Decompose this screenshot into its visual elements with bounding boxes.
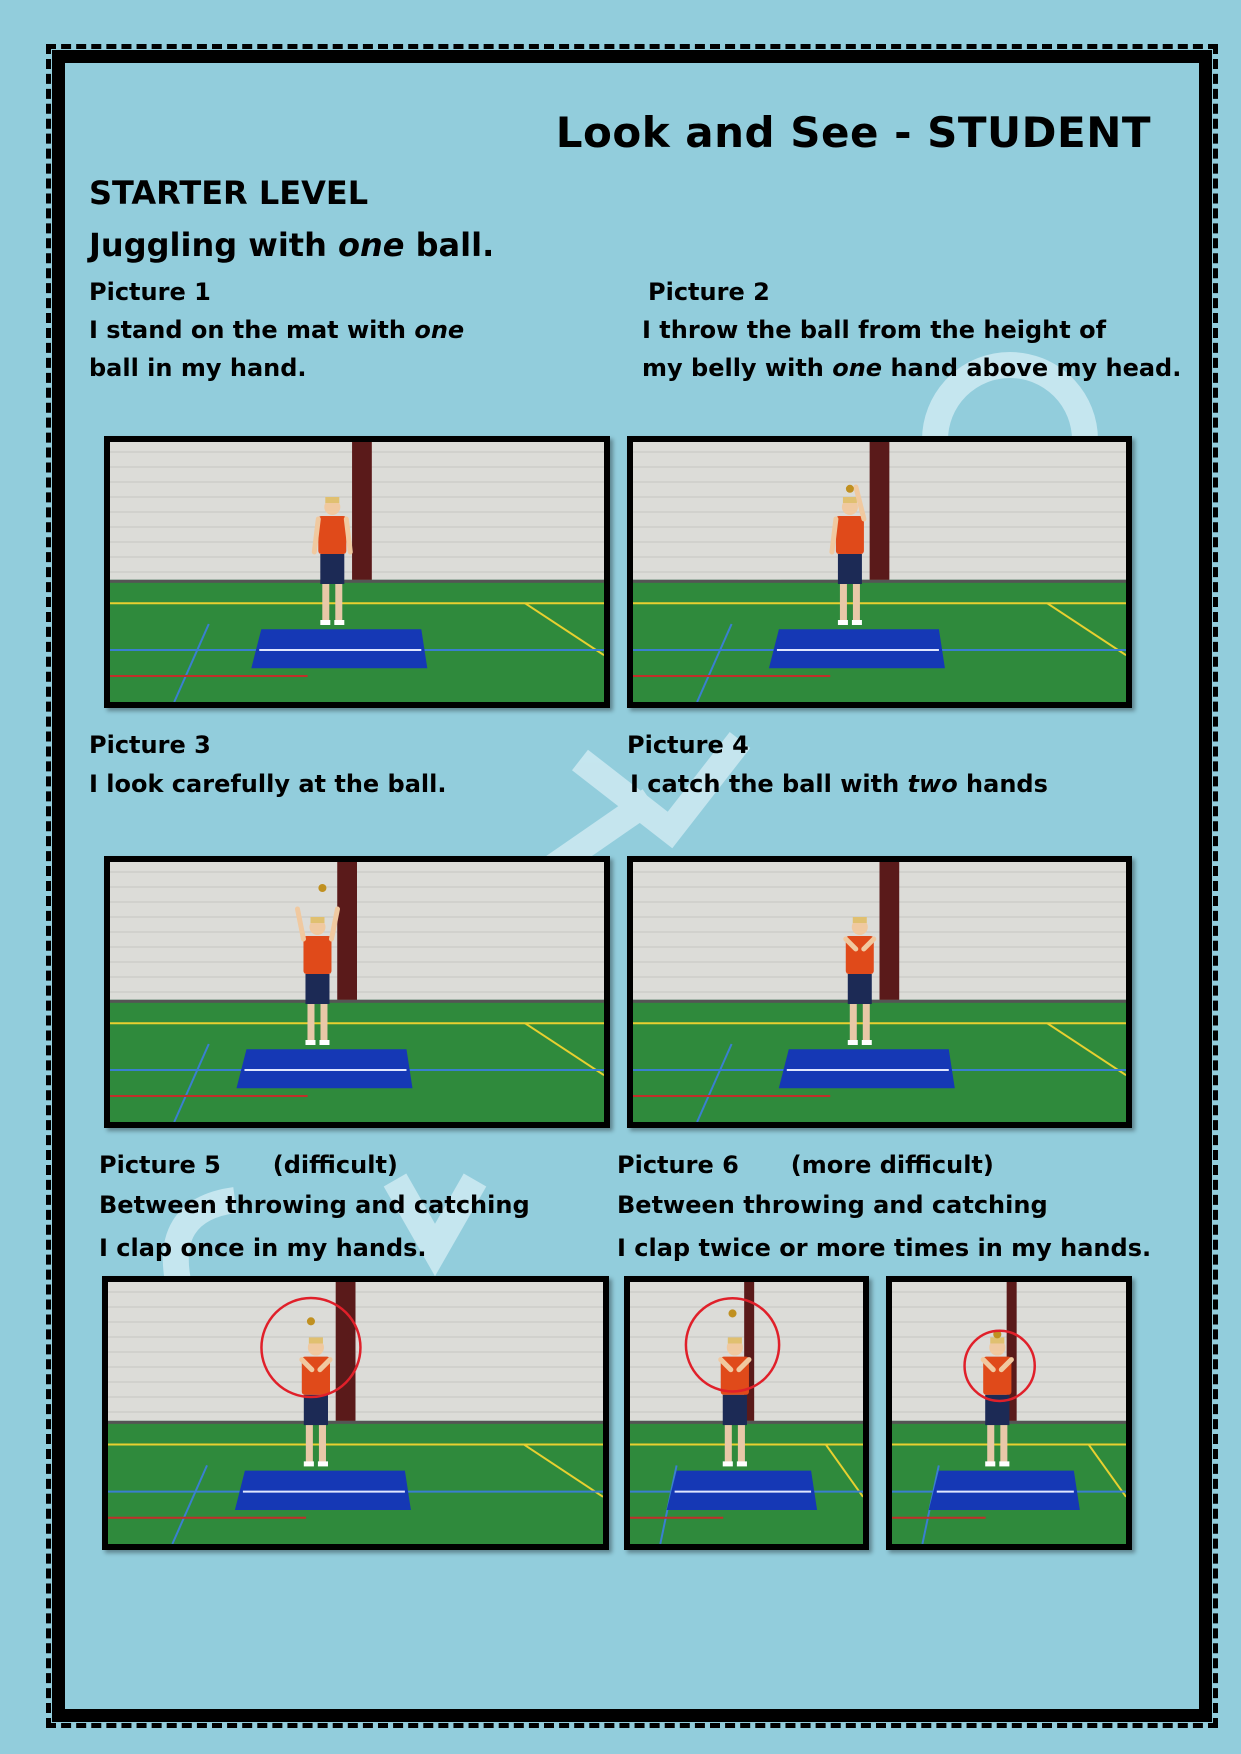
wall-pillar — [879, 862, 900, 1000]
ball — [306, 1317, 315, 1326]
picture-1-text-line1: I stand on the mat with one — [89, 316, 465, 344]
picture-5-caption: Picture 5 (difficult) — [99, 1151, 398, 1179]
picture-4-caption: Picture 4 — [627, 731, 749, 759]
child-shorts — [303, 1394, 328, 1426]
picture-2-text-line1: I throw the ball from the height of — [642, 316, 1107, 344]
wall-pillar — [744, 1282, 755, 1421]
picture-6-caption: Picture 6 (more difficult) — [617, 1151, 994, 1179]
child-head — [726, 1339, 743, 1356]
child-shirt — [318, 516, 347, 554]
picture-5-text-line2: I clap once in my hands. — [99, 1234, 427, 1262]
gym-mat — [768, 629, 945, 669]
highlight-circle — [260, 1296, 362, 1399]
gym-mat — [236, 1049, 413, 1089]
ball — [728, 1309, 737, 1318]
photo-picture-1 — [104, 436, 610, 708]
child-arms — [294, 906, 340, 942]
wall-pillar — [337, 862, 357, 1000]
picture-3-caption: Picture 3 — [89, 731, 211, 759]
picture-6-text-line1: Between throwing and catching — [617, 1191, 1048, 1219]
gym-mat — [251, 629, 428, 669]
level-heading: STARTER LEVEL — [89, 174, 369, 212]
gym-mat — [666, 1470, 818, 1510]
photo-picture-5 — [102, 1276, 609, 1550]
photo-picture-6b — [886, 1276, 1132, 1550]
photo-picture-3 — [104, 856, 610, 1128]
child-arms — [718, 1357, 752, 1373]
wall-pillar — [352, 442, 372, 580]
picture-5-difficulty: (difficult) — [272, 1151, 398, 1179]
photo-picture-4 — [627, 856, 1132, 1128]
picture-3-text: I look carefully at the ball. — [89, 770, 447, 798]
child-arms — [299, 1357, 333, 1373]
child-shorts — [722, 1394, 747, 1426]
child-arms — [843, 936, 877, 952]
picture-6-difficulty: (more difficult) — [790, 1151, 994, 1179]
picture-1-caption: Picture 1 — [89, 278, 211, 306]
wall-pillar — [1006, 1282, 1017, 1421]
gym-mat — [778, 1049, 955, 1089]
child-arms — [311, 516, 353, 555]
child-arms — [829, 484, 867, 555]
picture-2-caption: Picture 2 — [648, 278, 770, 306]
photo-picture-2 — [627, 436, 1132, 708]
child-arms — [980, 1357, 1014, 1373]
child-shorts — [837, 554, 862, 584]
child-shorts — [320, 554, 345, 584]
child-shirt — [835, 516, 864, 554]
child-head — [989, 1339, 1006, 1356]
picture-5-text-line1: Between throwing and catching — [99, 1191, 530, 1219]
child-head — [307, 1339, 324, 1356]
highlight-circle — [963, 1329, 1036, 1403]
page-title: Look and See - STUDENT — [555, 108, 1151, 157]
picture-2-text-line2: my belly with one hand above my head. — [642, 354, 1182, 382]
ball — [845, 484, 854, 493]
picture-1-text-line2: ball in my hand. — [89, 354, 307, 382]
gym-mat — [234, 1470, 411, 1510]
gym-mat — [928, 1470, 1080, 1510]
child-shorts — [847, 974, 872, 1004]
picture-6-text-line2: I clap twice or more times in my hands. — [617, 1234, 1152, 1262]
child-shorts — [305, 974, 330, 1004]
child-shirt — [303, 936, 332, 974]
highlight-circle — [684, 1297, 781, 1393]
exercise-title: Juggling with one ball. — [89, 226, 495, 264]
picture-4-text: I catch the ball with two hands — [630, 770, 1048, 798]
wall-pillar — [869, 442, 890, 580]
wall-pillar — [335, 1282, 356, 1421]
ball — [318, 884, 327, 892]
photo-picture-6a — [624, 1276, 869, 1550]
ball — [993, 1330, 1002, 1339]
